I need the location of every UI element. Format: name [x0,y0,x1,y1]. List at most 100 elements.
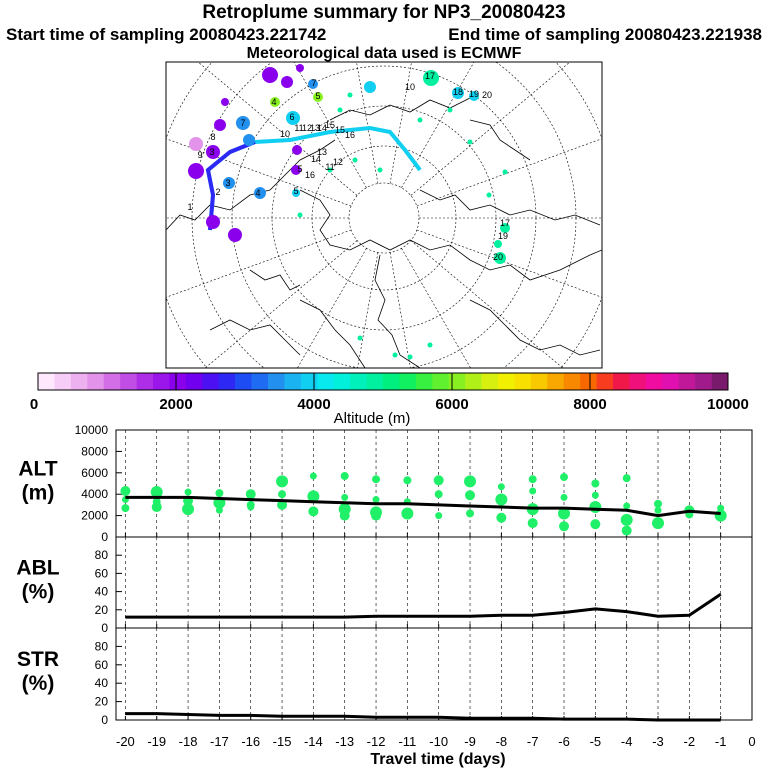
map-day-label: 19 [498,231,508,241]
x-tick-label: -15 [273,734,292,749]
colorbar-swatch [169,373,187,390]
colorbar-swatch [514,373,532,390]
plume-marker [189,137,203,151]
x-axis-label: Travel time (days) [370,751,505,768]
x-tick-label: -7 [527,734,539,749]
altitude-point [623,502,631,510]
end-time-label: End time of sampling 20080423.221938 [448,25,762,44]
altitude-point [434,490,443,499]
plume-marker [188,163,204,179]
map-day-label: 12 [333,157,343,167]
y-tick-label: 60 [95,566,109,580]
altitude-point [372,496,380,504]
map-day-label: 17 [500,218,510,228]
plume-marker [254,187,266,199]
plume-marker [364,81,376,93]
y-tick-label: 20 [95,603,109,617]
altitude-point [527,518,538,529]
colorbar-swatch [218,373,236,390]
coastline [374,254,421,368]
coastline [299,299,366,368]
y-tick-label: 8000 [81,444,108,458]
map-day-label: 5 [293,186,298,196]
colorbar-swatch [366,373,384,390]
plume-marker [313,92,323,102]
colorbar-tick-label: 6000 [435,396,468,413]
map-day-label: 11 [294,123,303,133]
colorbar-swatch [185,373,203,390]
colorbar-swatch [153,373,170,390]
plume-marker [243,134,255,146]
altitude-point [591,491,599,499]
x-tick-label: -9 [464,734,476,749]
plume-marker [423,70,439,86]
plume-dot [352,157,358,163]
plume-dot [467,139,473,145]
x-tick-label: -12 [367,734,386,749]
plume-dot [377,167,383,173]
altitude-point [622,474,631,483]
series-line [125,712,721,722]
colorbar-swatch [103,373,121,390]
panel-y-label: (m) [22,482,55,505]
panel-y-label: ALT [18,458,57,481]
coastline [249,269,301,291]
colorbar-swatch [399,373,417,390]
y-tick-label: 20 [95,695,109,709]
y-tick-label: 2000 [81,509,108,523]
plume-marker [494,252,506,264]
x-tick-label: -14 [304,734,323,749]
panel-abl: 0 20 40 60 80 ABL(%) [16,536,753,635]
plume-marker [262,67,278,83]
plume-dot [297,212,303,218]
coastline [299,189,602,281]
plume-marker [494,240,502,248]
plume-marker [292,189,300,197]
plume-marker [206,215,220,229]
panel-alt: 0 2000 4000 6000 8000 10000 ALT(m) [18,423,753,544]
altitude-point [714,509,727,522]
plume-dot [337,107,343,113]
x-tick-label: -17 [210,734,229,749]
map-day-label: 3 [209,147,214,157]
altitude-point [529,487,537,495]
map-day-label: 2 [215,187,220,197]
map-day-label: 17 [425,71,435,81]
altitude-point [654,506,662,514]
colorbar-swatch [530,373,548,390]
colorbar-swatch [629,373,647,390]
colorbar-swatch [415,373,433,390]
altitude-point [590,519,601,530]
map-day-label: 20 [482,90,492,100]
altitude-point [403,476,412,485]
altitude-point [495,493,508,506]
colorbar-swatch [300,373,318,390]
x-tick-label: -16 [241,734,260,749]
altitude-point [433,475,444,486]
panel-y-label: ABL [16,557,59,580]
plume-marker [223,177,235,189]
map-day-label: 10 [280,129,290,139]
plume-marker [221,98,229,106]
altitude-point [278,490,287,499]
altitude-point [372,475,381,484]
altitude-point [215,489,224,498]
colorbar-swatch [333,373,351,390]
altitude-point [276,475,289,488]
map-day-label: 8 [210,132,215,142]
altitude-point [465,490,476,501]
colorbar-swatch [432,373,450,390]
x-tick-label: -19 [147,734,166,749]
map-day-label: 18 [453,87,463,97]
altitude-point [308,506,319,517]
x-tick-label: -13 [335,734,354,749]
colorbar-swatch [596,373,614,390]
colorbar-swatch [87,373,105,390]
y-tick-label: 60 [95,658,109,672]
x-tick-label: -6 [558,734,570,749]
altitude-point [182,503,195,516]
altitude-point [245,489,256,500]
colorbar-tick-label: 4000 [297,396,330,413]
altitude-point [340,472,349,481]
